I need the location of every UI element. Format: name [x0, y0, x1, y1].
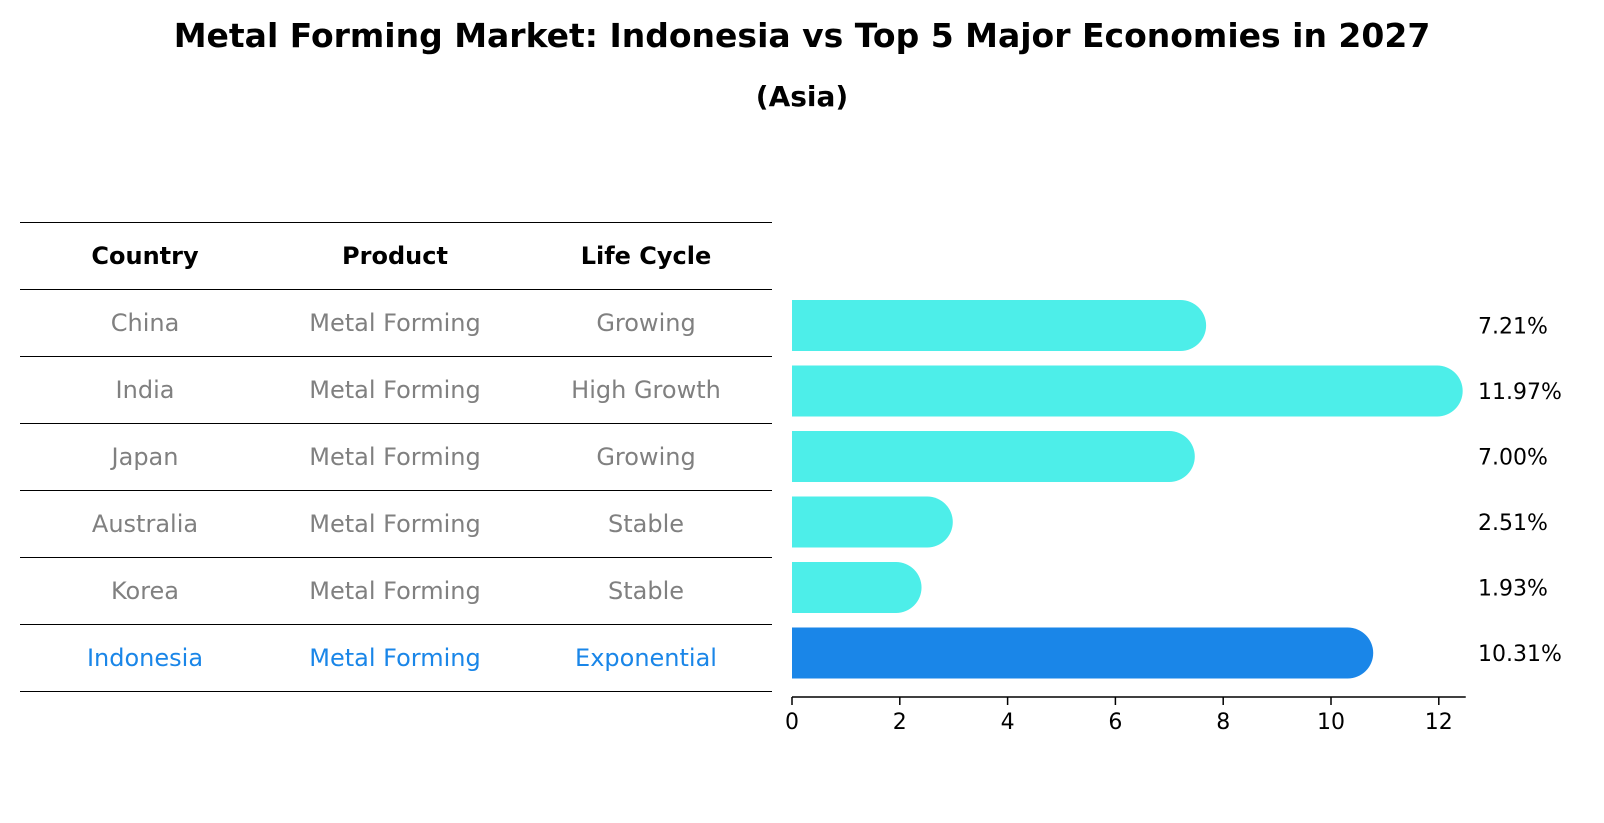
- bar-japan: [792, 431, 1195, 482]
- chart-subtitle: (Asia): [755, 80, 849, 113]
- cell-country: Indonesia: [20, 624, 270, 692]
- header-product: Product: [270, 222, 520, 290]
- table-row-highlight: Indonesia Metal Forming Exponential: [20, 624, 772, 692]
- cell-product: Metal Forming: [270, 624, 520, 692]
- cell-product: Metal Forming: [270, 356, 520, 424]
- bar-australia: [792, 496, 953, 548]
- cell-country: Australia: [20, 490, 270, 558]
- x-tick-label: 10: [1317, 710, 1345, 735]
- cell-country: Korea: [20, 557, 270, 625]
- country-table: Country Product Life Cycle China Metal F…: [20, 222, 772, 692]
- table-row: Korea Metal Forming Stable: [20, 557, 772, 625]
- table-row: China Metal Forming Growing: [20, 289, 772, 357]
- table-header-row: Country Product Life Cycle: [20, 222, 772, 290]
- cell-product: Metal Forming: [270, 423, 520, 491]
- table-row: Japan Metal Forming Growing: [20, 423, 772, 491]
- header-life-cycle: Life Cycle: [520, 222, 772, 290]
- chart-title: Metal Forming Market: Indonesia vs Top 5…: [173, 16, 1431, 55]
- header-country: Country: [20, 222, 270, 290]
- bar-indonesia: [792, 627, 1374, 679]
- cell-country: Japan: [20, 423, 270, 491]
- cell-life-cycle: Stable: [520, 557, 772, 625]
- cell-product: Metal Forming: [270, 557, 520, 625]
- table-row: Australia Metal Forming Stable: [20, 490, 772, 558]
- cell-life-cycle: Exponential: [520, 624, 772, 692]
- x-tick-label: 8: [1216, 710, 1230, 735]
- value-label-india: 11.97%: [1478, 380, 1562, 405]
- bar-india: [792, 365, 1463, 417]
- table-row: India Metal Forming High Growth: [20, 356, 772, 424]
- cell-life-cycle: Growing: [520, 423, 772, 491]
- x-tick-label: 6: [1108, 710, 1122, 735]
- cell-country: India: [20, 356, 270, 424]
- value-label-indonesia: 10.31%: [1478, 642, 1562, 667]
- x-tick-label: 0: [785, 710, 799, 735]
- x-tick-label: 12: [1425, 710, 1453, 735]
- bar-korea: [792, 562, 922, 613]
- cell-life-cycle: High Growth: [520, 356, 772, 424]
- cell-country: China: [20, 289, 270, 357]
- x-tick-label: 2: [893, 710, 907, 735]
- cell-life-cycle: Stable: [520, 490, 772, 558]
- cell-product: Metal Forming: [270, 289, 520, 357]
- cell-life-cycle: Growing: [520, 289, 772, 357]
- value-label-australia: 2.51%: [1478, 511, 1548, 536]
- bar-china: [792, 300, 1207, 351]
- value-label-korea: 1.93%: [1478, 577, 1548, 602]
- value-label-japan: 7.00%: [1478, 446, 1548, 471]
- value-label-china: 7.21%: [1478, 315, 1548, 340]
- cell-product: Metal Forming: [270, 490, 520, 558]
- x-tick-label: 4: [1001, 710, 1015, 735]
